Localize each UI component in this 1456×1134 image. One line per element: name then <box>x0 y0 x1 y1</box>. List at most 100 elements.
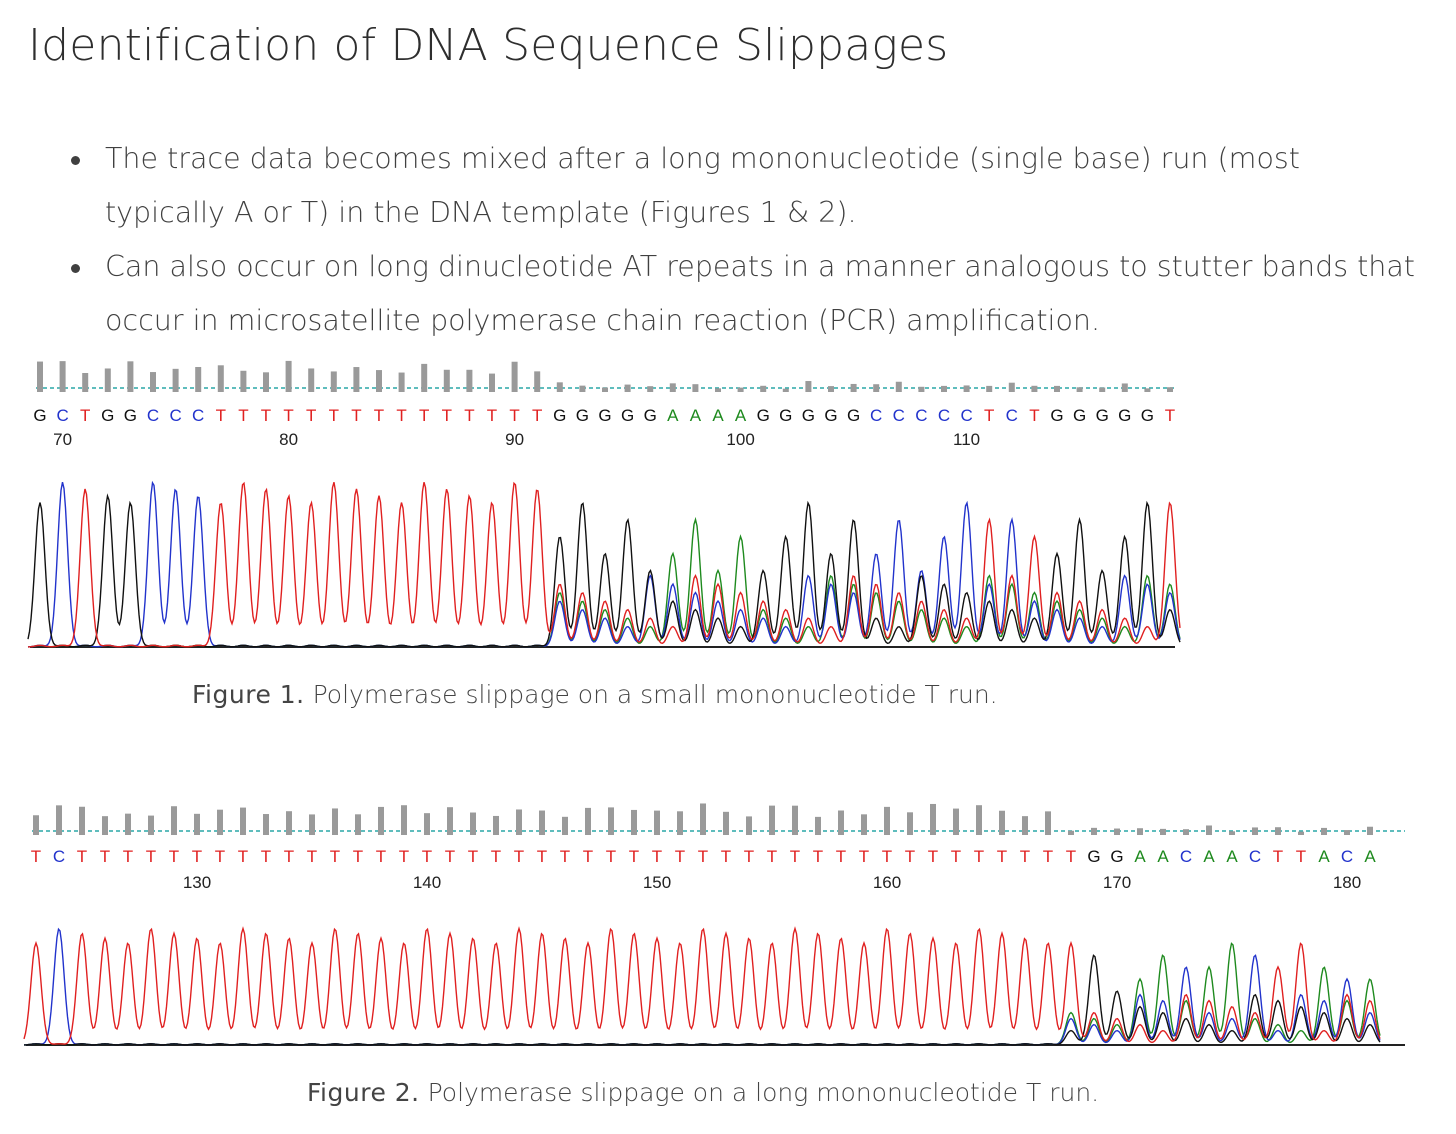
base-letter: T <box>583 847 593 866</box>
quality-bar <box>1229 831 1235 835</box>
quality-bar <box>861 814 867 835</box>
base-letter: T <box>468 847 478 866</box>
base-letter: T <box>330 847 340 866</box>
quality-bar <box>33 815 39 835</box>
base-letter: T <box>376 847 386 866</box>
base-letter: T <box>238 847 248 866</box>
quality-bar <box>1076 387 1083 392</box>
base-letter: T <box>1020 847 1030 866</box>
quality-bar <box>424 813 430 835</box>
base-letter: T <box>261 847 271 866</box>
base-letter: T <box>928 847 938 866</box>
bullet-list: The trace data becomes mixed after a lon… <box>65 132 1425 348</box>
base-letter: T <box>100 847 110 866</box>
base-letter: A <box>690 406 702 425</box>
quality-bar <box>873 384 880 392</box>
quality-bar <box>82 373 89 392</box>
quality-bar <box>692 384 699 392</box>
base-letter: T <box>31 847 41 866</box>
quality-bar <box>723 811 729 835</box>
quality-bar <box>828 386 834 392</box>
figure-1-text: Polymerase slippage on a small mononucle… <box>312 680 998 709</box>
bullet-item: The trace data becomes mixed after a lon… <box>65 132 1425 240</box>
base-letter: C <box>893 406 905 425</box>
quality-bar <box>1160 828 1166 835</box>
base-letter: G <box>621 406 634 425</box>
quality-bar <box>1206 825 1212 835</box>
quality-bar <box>125 813 131 835</box>
quality-bar <box>602 387 608 392</box>
quality-bar <box>194 813 200 835</box>
quality-bar <box>330 371 337 392</box>
base-letter: T <box>882 847 892 866</box>
quality-bar <box>963 385 970 392</box>
base-letter: T <box>216 406 226 425</box>
base-letter: T <box>537 847 547 866</box>
position-tick: 90 <box>505 430 524 449</box>
quality-bar <box>884 806 890 835</box>
base-letter: T <box>396 406 406 425</box>
base-letter: T <box>514 847 524 866</box>
quality-bar <box>1022 816 1028 835</box>
base-letter: G <box>124 406 137 425</box>
quality-bar <box>516 809 522 835</box>
quality-bar <box>769 805 775 835</box>
position-tick: 160 <box>873 873 901 892</box>
quality-bar <box>353 367 360 392</box>
trace-t <box>23 926 1381 1045</box>
quality-bar <box>624 384 631 392</box>
quality-bar <box>1031 385 1038 392</box>
base-letter: G <box>1096 406 1109 425</box>
position-tick: 170 <box>1103 873 1131 892</box>
base-letter: T <box>261 406 271 425</box>
base-letter: T <box>744 847 754 866</box>
quality-bar <box>59 361 66 392</box>
figure-2-text: Polymerase slippage on a long mononucleo… <box>427 1078 1100 1107</box>
base-letter: C <box>960 406 972 425</box>
quality-bar <box>240 807 246 835</box>
base-letter: T <box>487 406 497 425</box>
bullet-item: Can also occur on long dinucleotide AT r… <box>65 240 1425 348</box>
position-tick: 110 <box>953 430 980 449</box>
base-letter: T <box>351 406 361 425</box>
quality-bar <box>669 383 676 392</box>
base-letter: C <box>870 406 882 425</box>
quality-bar <box>895 381 902 392</box>
quality-bar <box>1275 827 1281 835</box>
base-letter: C <box>169 406 181 425</box>
base-letter: A <box>735 406 747 425</box>
quality-bar <box>285 360 292 392</box>
base-letter: G <box>644 406 657 425</box>
quality-bar <box>941 385 947 392</box>
base-letter: T <box>1043 847 1053 866</box>
quality-bar <box>127 361 134 392</box>
base-letter: T <box>652 847 662 866</box>
base-letter: G <box>1110 847 1123 866</box>
base-letter: G <box>1118 406 1131 425</box>
quality-bar <box>421 363 428 392</box>
quality-bar <box>1167 387 1173 392</box>
base-letter: G <box>1087 847 1100 866</box>
base-letter: T <box>859 847 869 866</box>
quality-bar <box>1054 385 1060 392</box>
quality-bar <box>443 369 450 392</box>
quality-bar <box>562 816 568 835</box>
base-letter: G <box>576 406 589 425</box>
base-letter: T <box>532 406 542 425</box>
trace-g <box>24 954 1381 1046</box>
base-letter: T <box>123 847 133 866</box>
quality-bar <box>539 810 545 835</box>
figure-2-caption: Figure 2. Polymerase slippage on a long … <box>307 1078 1099 1107</box>
quality-bar <box>746 816 752 835</box>
base-letter: T <box>419 406 429 425</box>
quality-bar <box>195 366 202 392</box>
quality-bar <box>378 806 384 835</box>
base-letter: T <box>813 847 823 866</box>
base-letter: T <box>1296 847 1306 866</box>
quality-bar <box>534 371 541 392</box>
quality-bar <box>466 369 473 392</box>
quality-bar <box>918 386 925 392</box>
base-letter: T <box>77 847 87 866</box>
quality-bar <box>953 808 959 835</box>
